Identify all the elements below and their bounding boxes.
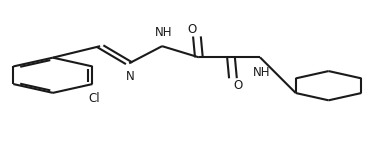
- Text: N: N: [126, 70, 135, 83]
- Text: O: O: [233, 79, 242, 92]
- Text: NH: NH: [154, 26, 172, 39]
- Text: NH: NH: [252, 66, 270, 79]
- Text: O: O: [188, 23, 197, 36]
- Text: Cl: Cl: [89, 92, 100, 105]
